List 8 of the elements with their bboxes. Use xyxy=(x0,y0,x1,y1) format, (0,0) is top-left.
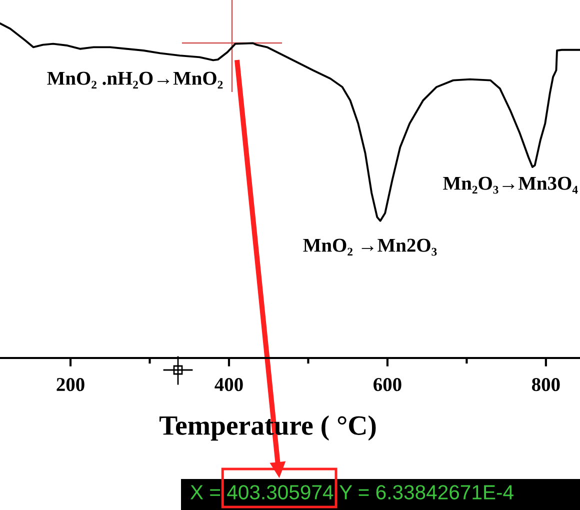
x-tick-label: 400 xyxy=(214,378,243,392)
x-tick-label: 200 xyxy=(56,378,84,392)
annotation: Mn₂O₃→Mn3O₄ xyxy=(443,176,578,194)
annotation: MnO₂ →Mn2O₃ xyxy=(303,238,437,256)
annotation: MnO₂ .nH₂O→MnO₂ xyxy=(47,72,223,89)
x-tick-label: 600 xyxy=(374,378,402,392)
x-tick-label: 800 xyxy=(532,378,560,392)
text: X = 403.305974 Y = 6.33842671E-4 xyxy=(190,485,514,500)
